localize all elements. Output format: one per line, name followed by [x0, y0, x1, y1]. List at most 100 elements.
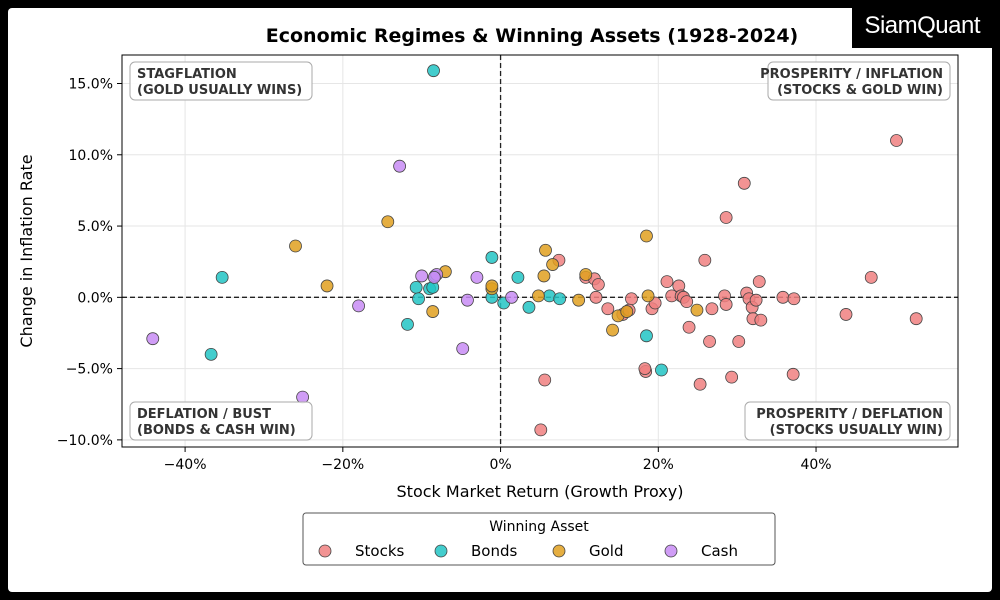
point-stocks: [787, 292, 801, 306]
point-cash: [146, 332, 160, 346]
point-gold: [532, 289, 545, 303]
point-stocks: [589, 290, 603, 304]
point-bonds: [511, 270, 525, 284]
point-gold: [579, 268, 593, 281]
point-stocks: [698, 253, 712, 267]
quadrant-label: PROSPERITY / INFLATION: [760, 67, 943, 82]
point-bonds: [412, 292, 425, 306]
x-tick-label: −40%: [164, 457, 207, 473]
point-bonds: [522, 300, 536, 314]
point-gold: [426, 305, 440, 318]
point-stocks: [786, 367, 800, 381]
point-gold: [539, 243, 552, 257]
point-gold: [546, 258, 560, 271]
point-gold: [485, 279, 499, 293]
chart-title: Economic Regimes & Winning Assets (1928-…: [266, 25, 799, 47]
point-cash: [352, 299, 366, 313]
quadrant-label: (GOLD USUALLY WINS): [137, 83, 302, 98]
point-gold: [690, 303, 704, 317]
point-stocks: [705, 302, 719, 316]
point-stocks: [719, 211, 733, 224]
point-bonds: [640, 329, 653, 343]
chart-frame: −40% −20% 0% 20% 40% −10.0% −5.0% 0.0% 5.0% 10.0%…: [8, 8, 992, 592]
point-gold: [640, 229, 653, 243]
quadrant-label: DEFLATION / BUST: [137, 407, 271, 422]
point-cash: [461, 293, 474, 307]
y-tick-label: 15.0%: [69, 77, 113, 93]
point-stocks: [839, 308, 853, 321]
point-cash: [393, 159, 407, 173]
y-tick-label: −5.0%: [66, 362, 113, 378]
scatter-chart: −40% −20% 0% 20% 40% −10.0% −5.0% 0.0% 5.0% 10.0%…: [17, 25, 959, 566]
point-bonds: [553, 292, 567, 306]
y-tick-label: 0.0%: [77, 290, 113, 306]
point-bonds: [485, 251, 499, 264]
point-cash: [415, 269, 429, 283]
point-stocks: [776, 290, 790, 304]
legend-label-bonds: Bonds: [471, 542, 517, 560]
point-stocks: [601, 302, 615, 316]
point-cash: [505, 290, 519, 304]
x-axis-label: Stock Market Return (Growth Proxy): [397, 482, 684, 501]
point-cash: [296, 390, 310, 404]
point-gold: [620, 305, 634, 318]
point-stocks: [703, 335, 716, 348]
point-gold: [320, 279, 334, 293]
quadrant-label: (STOCKS USUALLY WIN): [770, 423, 943, 438]
legend-marker-gold: [552, 544, 566, 558]
y-tick-label: −10.0%: [57, 433, 113, 449]
point-gold: [381, 215, 395, 229]
siamquant-logo: SiamQuant: [852, 8, 992, 48]
quadrant-label-box: [129, 61, 313, 101]
legend-label-stocks: Stocks: [355, 542, 405, 560]
x-tick-label: 40%: [800, 457, 831, 473]
point-gold: [641, 289, 655, 303]
point-stocks: [752, 275, 766, 289]
point-stocks: [538, 373, 552, 387]
legend-label-gold: Gold: [589, 542, 624, 560]
quadrant-label-box: [129, 401, 313, 441]
legend-label-cash: Cash: [701, 542, 738, 560]
point-stocks: [737, 176, 751, 190]
y-axis-label: Change in Inflation Rate: [17, 154, 36, 347]
point-cash: [456, 342, 470, 356]
plot-area: [121, 54, 959, 448]
quadrant-label-box: [744, 401, 951, 441]
point-stocks: [864, 270, 878, 284]
quadrant-label: STAGFLATION: [137, 67, 237, 82]
x-tick-label: 20%: [643, 457, 674, 473]
point-stocks: [890, 134, 903, 147]
point-gold: [572, 293, 586, 307]
point-bonds: [215, 270, 229, 284]
point-stocks: [680, 295, 694, 309]
point-stocks: [725, 370, 739, 384]
point-stocks: [754, 313, 768, 327]
quadrant-label: (BONDS & CASH WIN): [137, 423, 296, 438]
point-bonds: [409, 280, 423, 294]
point-gold: [289, 239, 302, 253]
point-stocks: [534, 423, 548, 437]
point-bonds: [427, 64, 440, 78]
point-cash: [470, 270, 484, 284]
quadrant-label: PROSPERITY / DEFLATION: [756, 407, 943, 422]
legend-marker-stocks: [318, 544, 332, 558]
y-tick-label: 5.0%: [77, 219, 113, 235]
point-bonds: [204, 347, 218, 361]
point-stocks: [682, 320, 696, 334]
legend-marker-bonds: [434, 544, 448, 558]
point-stocks: [660, 275, 674, 289]
point-bonds: [655, 363, 668, 377]
point-stocks: [625, 292, 638, 306]
x-tick-label: −20%: [321, 457, 364, 473]
legend-title: Winning Asset: [489, 519, 589, 535]
legend-marker-cash: [664, 544, 678, 558]
point-stocks: [749, 293, 763, 307]
point-stocks: [719, 298, 733, 311]
point-cash: [427, 270, 441, 284]
point-stocks: [591, 278, 605, 291]
quadrant-label: (STOCKS & GOLD WIN): [777, 83, 943, 98]
point-stocks: [909, 312, 923, 326]
quadrant-label-box: [767, 61, 951, 101]
point-stocks: [638, 362, 652, 376]
point-stocks: [732, 335, 746, 348]
